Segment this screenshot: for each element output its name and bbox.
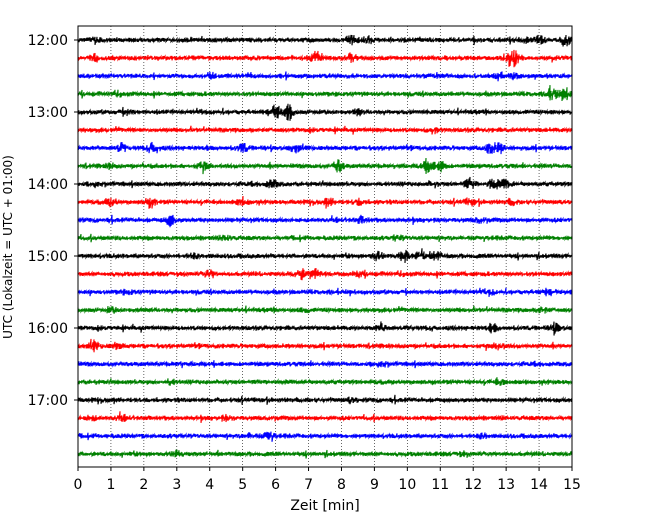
x-tick-label: 14	[530, 477, 548, 493]
trace-1745	[77, 449, 573, 459]
y-tick-label: 16:00	[28, 321, 68, 337]
trace-1215	[77, 49, 573, 68]
trace-1245	[77, 85, 573, 102]
y-axis-ticks: 12:00 13:00 14:00 15:00 16:00 17:00	[28, 33, 78, 409]
trace-1230	[77, 71, 573, 82]
x-axis-ticks: 0 1 2 3 4 5 6 7 8 9 10 11 12 13 14 15	[74, 467, 581, 493]
y-tick-label: 14:00	[28, 177, 68, 193]
y-axis-label: UTC (Lokalzeit = UTC + 01:00)	[1, 155, 15, 339]
x-tick-label: 3	[172, 477, 181, 493]
trace-1330	[77, 141, 573, 155]
trace-1415	[77, 195, 573, 209]
trace-1430	[77, 214, 573, 228]
trace-1515	[77, 268, 573, 281]
y-tick-label: 15:00	[28, 249, 68, 265]
x-tick-label: 10	[398, 477, 416, 493]
x-tick-label: 2	[139, 477, 148, 493]
trace-1200	[77, 34, 573, 47]
trace-1530	[77, 287, 573, 297]
x-axis-label: Zeit [min]	[290, 498, 359, 514]
x-tick-label: 7	[304, 477, 313, 493]
x-tick-label: 4	[205, 477, 214, 493]
trace-1400	[77, 176, 573, 190]
trace-1630	[77, 360, 573, 369]
x-tick-label: 12	[464, 477, 482, 493]
plot-frame	[77, 25, 573, 468]
trace-1300	[77, 103, 573, 121]
x-tick-label: 1	[106, 477, 115, 493]
y-tick-label: 13:00	[28, 105, 68, 121]
y-tick-label: 12:00	[28, 33, 68, 49]
x-tick-label: 6	[271, 477, 280, 493]
trace-1730	[77, 431, 573, 442]
trace-1615	[77, 338, 573, 353]
trace-1500	[77, 248, 573, 264]
trace-1600	[77, 321, 573, 336]
x-tick-label: 13	[497, 477, 515, 493]
x-tick-label: 11	[431, 477, 449, 493]
x-tick-label: 15	[563, 477, 581, 493]
trace-1645	[77, 377, 573, 386]
x-tick-label: 5	[238, 477, 247, 493]
trace-1315	[77, 125, 573, 135]
trace-1445	[77, 233, 573, 243]
trace-1715	[77, 411, 573, 423]
trace-1345	[77, 157, 573, 175]
x-tick-label: 8	[337, 477, 346, 493]
trace-1700	[77, 394, 573, 405]
y-tick-label: 17:00	[28, 393, 68, 409]
seismic-traces	[77, 34, 573, 459]
x-tick-label: 0	[74, 477, 83, 493]
trace-1545	[77, 305, 573, 314]
x-tick-label: 9	[370, 477, 379, 493]
